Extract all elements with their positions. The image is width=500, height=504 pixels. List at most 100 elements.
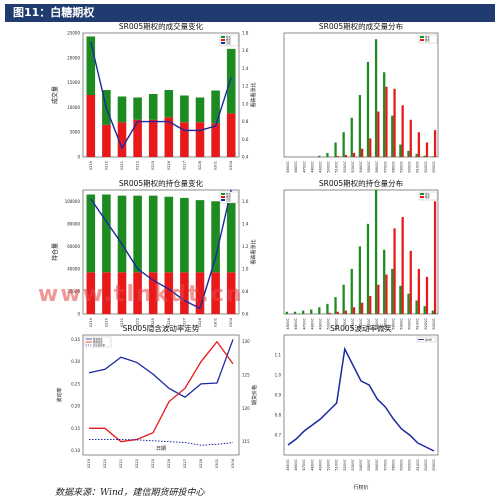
bar-call [431,310,434,314]
bar-put [328,312,331,314]
x-tick-label: 5800C [391,459,395,471]
bar-call [399,285,402,314]
bar-call [133,97,142,120]
bar-put [393,228,396,314]
legend-label: 看涨 [226,192,231,196]
bar-call [318,155,321,157]
bar-put [417,268,421,314]
chart-title: SR005期权的持仓量变化 [119,178,204,188]
legend-box [418,34,438,44]
y-axis-label: 持仓量 [51,243,59,261]
bar-call [211,201,220,273]
ratio-line [90,189,232,310]
source-note: 数据来源：Wind，建信期货研投中心 [55,488,205,498]
y2-tick-label: 1.4 [242,221,249,226]
y-tick-label: 0.20 [71,404,80,409]
y-tick-label: 20000 [67,289,80,294]
bar-call [301,310,305,314]
y-tick-label: 0.15 [71,426,80,431]
legend-label: 看跌 [226,38,231,42]
chart-title: SR005期权的成交量分布 [319,21,404,31]
x-tick-label: 5700C [383,161,387,173]
x-tick-label: 5200C [343,459,347,471]
y-axis-label: 波动率 [56,387,63,402]
x-tick-label: 4600C [294,161,298,173]
x-tick-label: 6200C [424,459,428,471]
bar-call [334,297,337,314]
bar-put [344,310,348,314]
x-tick-label: 5900C [400,459,404,471]
bar-put [117,122,127,157]
chart-6: SR005波动率微笑 4500C 4600C 4700C 4800C 4900C 5000C… [275,323,439,491]
bar-call [285,311,289,314]
x-tick-label: 0301 [215,459,219,468]
bar-call [326,303,329,314]
bar-call [326,152,329,157]
legend-label: 看涨隐波 [93,337,103,341]
plot-frame [82,334,240,456]
legend-swatch [221,39,225,41]
legend-label: 看跌 [425,38,430,42]
x-tick-label: 5500C [367,318,371,330]
y-tick-label: 0.9 [275,393,282,398]
x-tick-label: 6300C [432,318,436,330]
y2-axis-label: 看跌看涨比 [250,239,257,264]
x-tick-label: 5700C [383,318,387,330]
y-tick-label: 10000 [67,105,80,110]
bar-call [148,94,158,120]
x-tick-label: 0221 [120,318,124,327]
x-tick-label: 0304 [229,160,233,170]
x-tick-label: 5100C [335,459,339,471]
bar-call [407,293,410,314]
y-tick-label: 15000 [67,80,80,85]
legend-swatch [420,36,424,38]
x-tick-label: 6200C [424,161,428,173]
x-tick-label: 4700C [302,459,306,471]
y2-axis-label: 期货价格 [251,385,258,405]
x-tick-label: 4900C [318,459,322,471]
x-tick-label: 0222 [136,161,140,170]
x-tick-label: 5900C [400,161,404,173]
x-tick-label: 6100C [416,161,420,173]
legend-label: 看跌 [425,195,430,199]
bar-put [377,284,380,314]
chart-5: SR005隐含波动率走势 0219 0220 0221 0222 0225 0226 0227… [56,323,258,468]
bar-put [164,272,174,314]
bar-put [433,201,437,314]
x-tick-label: 4600C [294,459,298,471]
bar-call [350,268,353,314]
plot-frame [283,334,439,456]
ratio-line [90,41,232,150]
bar-put [117,272,127,314]
bar-put [86,272,96,314]
legend-label: 看涨 [425,192,430,196]
y-tick-label: 80000 [67,221,80,226]
bar-put [401,105,404,157]
bar-call [102,194,111,273]
x-tick-label: 6000C [408,161,412,173]
legend-swatch [420,193,424,195]
chart-title: SR005隐含波动率走势 [123,323,200,333]
x-tick-label: 5000C [327,459,331,471]
x-tick-label: 4800C [310,459,314,471]
bar-call [358,95,361,157]
x-tick-label: 5400C [359,318,363,330]
x-tick-label: 6300C [432,459,436,471]
x-tick-label: 6200C [424,318,428,330]
y-tick-label: 0 [77,155,80,160]
x-tick-label: 5000C [327,161,331,173]
x-axis-label: 日期 [156,446,166,452]
legend-box [84,336,112,348]
x-tick-label: 5400C [359,161,363,173]
bar-put [385,274,388,314]
bar-call [117,96,127,123]
figure-header: 图11：白糖期权 [5,4,495,22]
legend-swatch [221,196,225,198]
bar-call [86,36,96,95]
legend-box [418,191,438,201]
x-tick-label: 0225 [151,161,155,170]
x-tick-label: 5100C [335,318,339,330]
bar-put [369,138,372,157]
x-tick-label: 4700C [302,318,306,330]
